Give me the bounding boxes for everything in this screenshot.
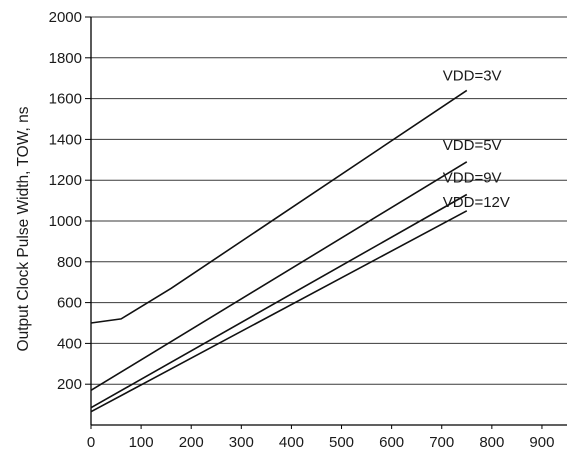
series-label: VDD=12V bbox=[443, 194, 510, 211]
x-tick-label: 400 bbox=[279, 434, 304, 451]
y-tick-label: 600 bbox=[57, 295, 82, 312]
series-lines bbox=[90, 89, 468, 413]
series-line-vdd-9v bbox=[90, 193, 468, 409]
series-line-vdd-12v bbox=[90, 210, 468, 413]
x-tick-label: 200 bbox=[179, 434, 204, 451]
series-labels: VDD=3V VDD=5V VDD=9V VDD=12V bbox=[443, 67, 510, 210]
x-tick-label: 600 bbox=[379, 434, 404, 451]
y-tick-label: 2000 bbox=[49, 9, 82, 26]
series-line-vdd-5v bbox=[90, 161, 468, 391]
series-line-vdd-3v bbox=[90, 89, 468, 324]
x-tick-label: 700 bbox=[429, 434, 454, 451]
y-tick-label: 1200 bbox=[49, 172, 82, 189]
y-tick-label: 1800 bbox=[49, 50, 82, 67]
y-axis-label: Output Clock Pulse Width, TOW, ns bbox=[15, 106, 32, 351]
y-tick-labels: 200 400 600 800 1000 1200 1400 1600 1800 2000 bbox=[49, 9, 82, 393]
x-tick-labels: 0 100 200 300 400 500 600 700 800 900 bbox=[87, 425, 554, 451]
series-label: VDD=9V bbox=[443, 169, 502, 186]
x-tick-label: 900 bbox=[529, 434, 554, 451]
y-tick-label: 200 bbox=[57, 376, 82, 393]
x-tick-label: 300 bbox=[229, 434, 254, 451]
y-tick-label: 1000 bbox=[49, 213, 82, 230]
x-tick-label: 800 bbox=[479, 434, 504, 451]
y-tick-label: 400 bbox=[57, 335, 82, 352]
series-label: VDD=5V bbox=[443, 137, 502, 154]
x-tick-label: 500 bbox=[329, 434, 354, 451]
y-tick-label: 1400 bbox=[49, 131, 82, 148]
x-tick-label: 0 bbox=[87, 434, 95, 451]
x-tick-label: 100 bbox=[129, 434, 154, 451]
gridlines bbox=[85, 16, 567, 385]
y-tick-label: 800 bbox=[57, 254, 82, 271]
y-tick-label: 1600 bbox=[49, 91, 82, 108]
series-label: VDD=3V bbox=[443, 67, 502, 84]
